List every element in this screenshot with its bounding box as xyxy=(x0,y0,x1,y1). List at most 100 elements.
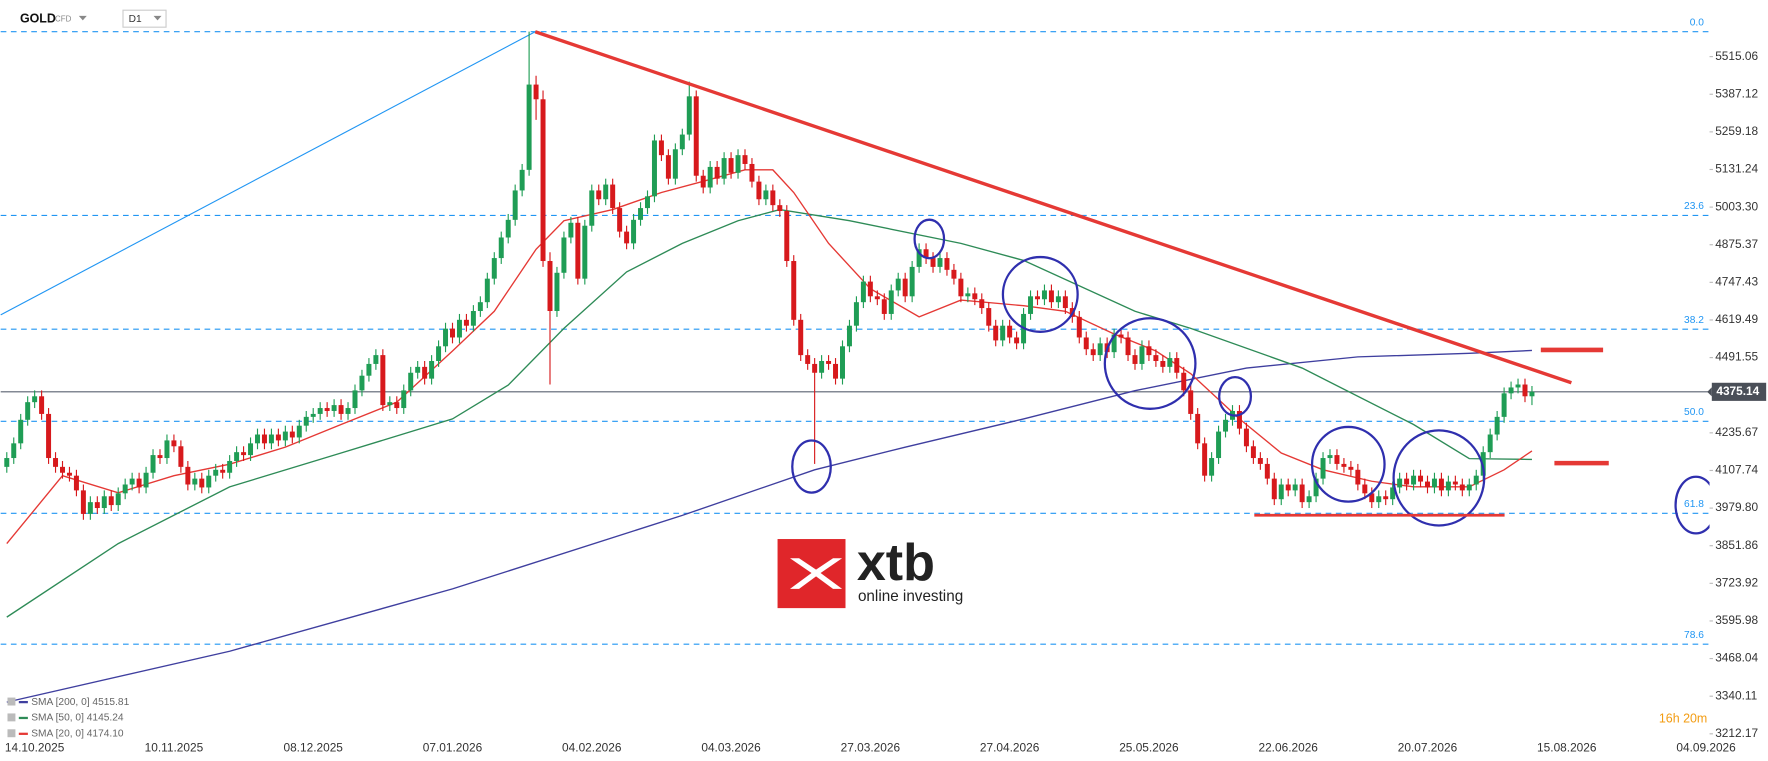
fib-label: 38.2 xyxy=(1684,315,1704,326)
candle-body xyxy=(1355,469,1361,485)
candle-body xyxy=(1007,325,1013,338)
candle-body xyxy=(1334,455,1340,464)
candle-body xyxy=(1048,290,1054,303)
candle-body xyxy=(721,158,727,179)
sma-line xyxy=(6,169,1533,545)
dropdown-arrow[interactable] xyxy=(78,15,87,21)
candle-body xyxy=(777,205,783,212)
candle-body xyxy=(66,472,72,476)
fib-label: 61.8 xyxy=(1684,499,1704,510)
candle-body xyxy=(1529,391,1535,397)
candle-body xyxy=(944,258,950,270)
candle-body xyxy=(1390,487,1396,500)
candle-body xyxy=(993,325,999,341)
candle-body xyxy=(1362,484,1368,494)
axis-background xyxy=(1709,0,1768,761)
y-tick-label: 5515.06 xyxy=(1715,49,1758,63)
candle-body xyxy=(624,231,630,244)
candle-body xyxy=(672,149,678,179)
candle-body xyxy=(979,299,985,309)
candle-body xyxy=(798,319,804,356)
candle-body xyxy=(1153,355,1159,361)
candle-body xyxy=(491,258,497,279)
candle-body xyxy=(18,419,24,444)
candle-body xyxy=(756,181,762,200)
last-price-pointer xyxy=(1707,387,1712,397)
candle-body xyxy=(282,431,288,441)
y-tick-label: 5131.24 xyxy=(1715,162,1758,176)
candle-body xyxy=(840,346,845,379)
candle-body xyxy=(540,99,546,262)
candle-body xyxy=(1411,475,1417,485)
candle-body xyxy=(1209,458,1215,476)
candle-body xyxy=(1522,384,1528,397)
dropdown-arrow[interactable] xyxy=(153,15,162,21)
sma-layer xyxy=(0,169,1710,703)
candle-body xyxy=(185,466,191,485)
x-tick-label: 04.02.2026 xyxy=(562,741,622,755)
candle-body xyxy=(359,375,365,391)
candle-body xyxy=(115,493,121,506)
fib-layer: 0.0 23.6 38.2 50.0 61.8 78.6 xyxy=(0,17,1710,645)
candle-body xyxy=(930,258,936,267)
candle-body xyxy=(1132,355,1138,364)
header: GOLD CFD D1 xyxy=(20,9,167,28)
candle-body xyxy=(408,372,414,391)
candle-body xyxy=(345,408,351,414)
candle-body xyxy=(122,484,128,494)
candle-body xyxy=(206,475,212,488)
candle-body xyxy=(317,408,323,414)
candle-body xyxy=(679,134,685,150)
candle-body xyxy=(1418,475,1424,482)
annotation-circle xyxy=(1001,255,1079,333)
candle-body xyxy=(819,360,825,373)
candle-body xyxy=(39,396,45,414)
candle-body xyxy=(331,405,337,411)
candle-body xyxy=(610,184,616,209)
candle-body xyxy=(1494,416,1500,435)
candle-body xyxy=(1341,463,1347,467)
candle-body xyxy=(456,319,462,338)
candle-body xyxy=(477,302,483,312)
candle-body xyxy=(87,502,93,514)
candle-body xyxy=(463,319,469,326)
legend-icon xyxy=(7,713,16,722)
candle-body xyxy=(1459,484,1465,491)
candle-body xyxy=(1327,455,1333,459)
last-price-box xyxy=(1711,382,1767,401)
y-tick-label: 4107.74 xyxy=(1715,463,1758,477)
x-tick-label: 25.05.2026 xyxy=(1119,741,1179,755)
fib-label: 50.0 xyxy=(1684,407,1704,418)
candle-body xyxy=(638,208,644,220)
candle-body xyxy=(951,269,957,279)
candle-body xyxy=(1369,493,1375,503)
logo-name: xtb xyxy=(857,534,935,592)
candle-body xyxy=(1202,443,1208,476)
candle-body xyxy=(693,96,699,176)
symbol[interactable]: GOLD xyxy=(20,12,56,26)
candle-body xyxy=(937,258,943,267)
interval-box[interactable] xyxy=(122,9,167,28)
axis-background xyxy=(0,736,1768,761)
x-tick-label: 20.07.2026 xyxy=(1398,741,1458,755)
candle-body xyxy=(1000,325,1006,341)
candle-body xyxy=(53,458,59,467)
candle-body xyxy=(902,278,908,297)
sma-line xyxy=(6,208,1532,618)
y-tick-label: 4875.37 xyxy=(1715,237,1758,251)
candle-body xyxy=(1139,346,1145,364)
candle-body xyxy=(387,402,393,406)
candle-body xyxy=(791,261,797,320)
trend-line xyxy=(534,30,1572,385)
candle-body xyxy=(916,249,922,267)
fib-label: 23.6 xyxy=(1684,201,1704,212)
interval[interactable]: D1 xyxy=(129,14,142,25)
candle-body xyxy=(1425,481,1430,488)
candle-body xyxy=(178,446,184,467)
candle-body xyxy=(1501,393,1507,417)
candle-body xyxy=(1146,346,1152,356)
y-tick-label: 3595.98 xyxy=(1715,613,1758,627)
candle-body xyxy=(986,308,992,326)
